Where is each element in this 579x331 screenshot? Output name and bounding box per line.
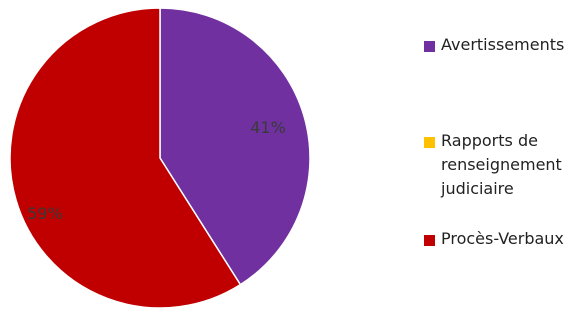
pie-slice-avertissements <box>159 7 311 286</box>
pie-labels: 41% 59% <box>27 118 286 223</box>
pie-label-avertissements: 41% <box>250 118 286 137</box>
pie-label-proc-s-verbaux: 59% <box>27 204 63 223</box>
pie-slices <box>9 7 311 309</box>
pie-slice-proc-s-verbaux <box>9 7 242 309</box>
